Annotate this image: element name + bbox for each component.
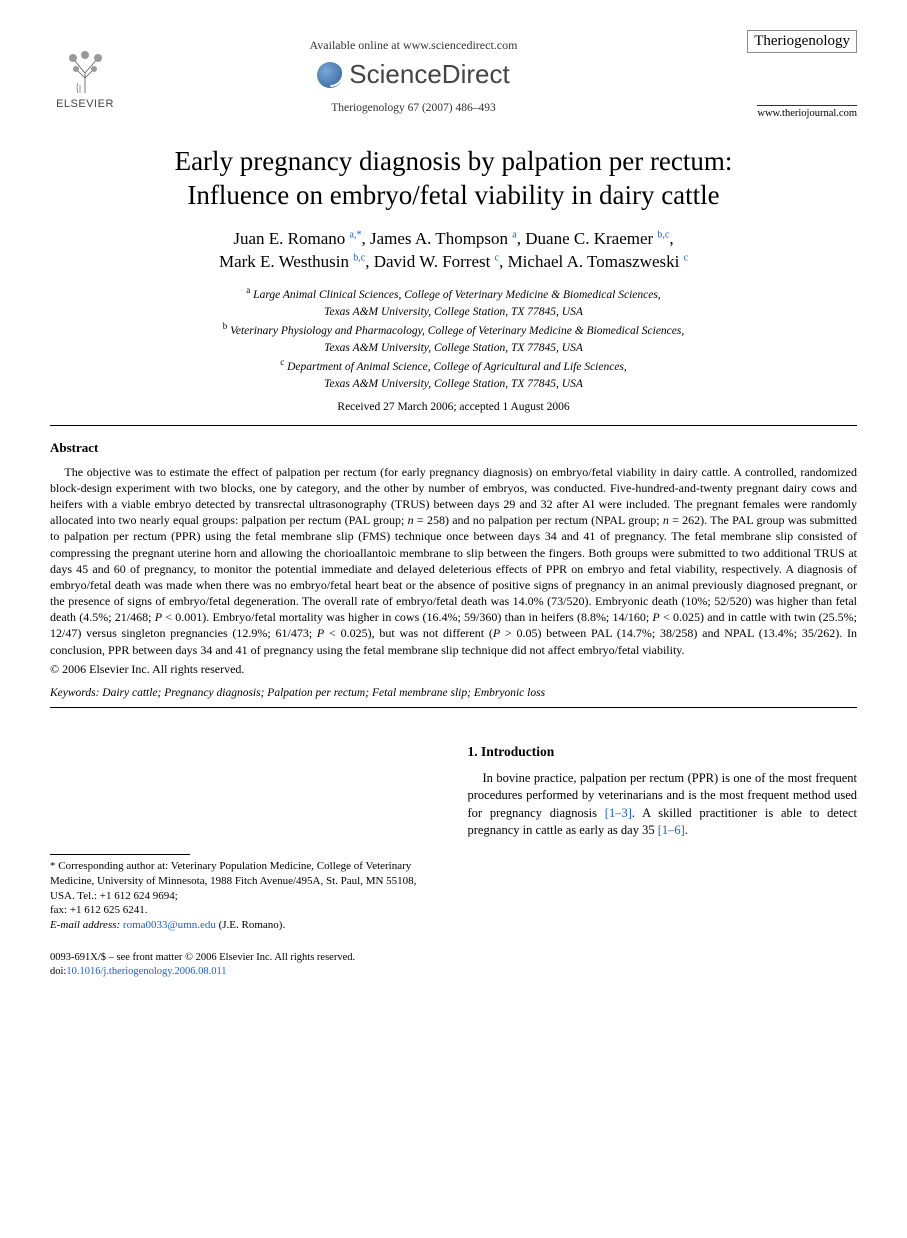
authors-block: Juan E. Romano a,*, James A. Thompson a,… (50, 227, 857, 275)
affiliation-line: c Department of Animal Science, College … (50, 356, 857, 376)
issn-line: 0093-691X/$ – see front matter © 2006 El… (50, 951, 857, 965)
article-title: Early pregnancy diagnosis by palpation p… (50, 145, 857, 213)
keywords: Keywords: Dairy cattle; Pregnancy diagno… (50, 687, 857, 699)
doi-label: doi: (50, 966, 66, 977)
publisher-name: ELSEVIER (56, 98, 114, 110)
affiliation-line: a Large Animal Clinical Sciences, Colleg… (50, 284, 857, 304)
affiliation-line: Texas A&M University, College Station, T… (50, 376, 857, 393)
abstract-heading: Abstract (50, 440, 857, 456)
section-heading-intro: 1. Introduction (468, 744, 858, 760)
journal-url[interactable]: www.theriojournal.com (757, 105, 857, 119)
email-line: E-mail address: roma0033@umn.edu (J.E. R… (50, 918, 440, 933)
corresponding-author-footnote: * Corresponding author at: Veterinary Po… (50, 859, 440, 933)
keywords-label: Keywords: (50, 687, 99, 699)
available-online-text: Available online at www.sciencedirect.co… (120, 38, 707, 53)
doi-link[interactable]: 10.1016/j.theriogenology.2006.08.011 (66, 966, 226, 977)
email-author: (J.E. Romano). (219, 919, 286, 931)
two-column-body: * Corresponding author at: Veterinary Po… (50, 744, 857, 933)
keywords-list: Dairy cattle; Pregnancy diagnosis; Palpa… (102, 687, 545, 699)
divider-rule-thin (50, 707, 857, 708)
title-line-1: Early pregnancy diagnosis by palpation p… (175, 146, 733, 176)
journal-box: Theriogenology www.theriojournal.com (707, 30, 857, 121)
sciencedirect-logo: ScienceDirect (120, 59, 707, 90)
intro-paragraph: In bovine practice, palpation per rectum… (468, 770, 858, 840)
page-header: ELSEVIER Available online at www.science… (50, 30, 857, 121)
journal-name: Theriogenology (747, 30, 857, 53)
right-column: 1. Introduction In bovine practice, palp… (468, 744, 858, 933)
doi-line: doi:10.1016/j.theriogenology.2006.08.011 (50, 965, 857, 979)
email-label: E-mail address: (50, 919, 120, 931)
divider-rule (50, 425, 857, 426)
sciencedirect-text: ScienceDirect (349, 59, 509, 90)
corresponding-text: * Corresponding author at: Veterinary Po… (50, 859, 440, 918)
footnote-rule (50, 854, 190, 855)
received-accepted-dates: Received 27 March 2006; accepted 1 Augus… (50, 401, 857, 413)
corresponding-email-link[interactable]: roma0033@umn.edu (123, 919, 216, 931)
affiliation-line: Texas A&M University, College Station, T… (50, 304, 857, 321)
authors-line-2: Mark E. Westhusin b,c, David W. Forrest … (50, 250, 857, 274)
abstract-body: The objective was to estimate the effect… (50, 464, 857, 658)
sciencedirect-icon (317, 62, 343, 88)
affiliation-line: b Veterinary Physiology and Pharmacology… (50, 320, 857, 340)
header-center: Available online at www.sciencedirect.co… (120, 30, 707, 118)
title-line-2: Influence on embryo/fetal viability in d… (187, 180, 719, 210)
affiliation-line: Texas A&M University, College Station, T… (50, 340, 857, 357)
abstract-copyright: © 2006 Elsevier Inc. All rights reserved… (50, 662, 857, 677)
affiliations: a Large Animal Clinical Sciences, Colleg… (50, 284, 857, 393)
authors-line-1: Juan E. Romano a,*, James A. Thompson a,… (50, 227, 857, 251)
publisher-logo: ELSEVIER (50, 30, 120, 110)
left-column: * Corresponding author at: Veterinary Po… (50, 744, 440, 933)
citation: Theriogenology 67 (2007) 486–493 (120, 102, 707, 114)
page-footer: 0093-691X/$ – see front matter © 2006 El… (50, 951, 857, 979)
elsevier-tree-icon (58, 43, 113, 98)
